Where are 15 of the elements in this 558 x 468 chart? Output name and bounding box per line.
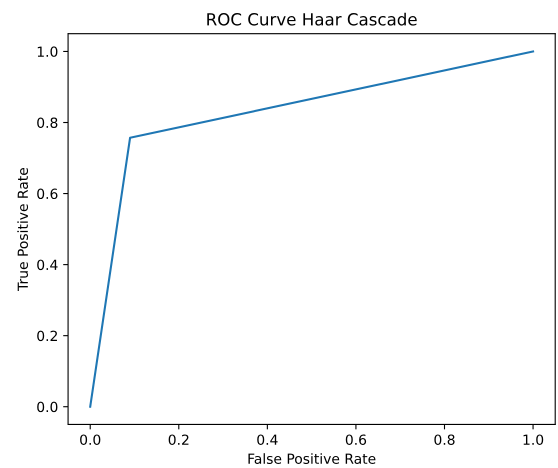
y-axis-title: True Positive Rate [17, 168, 28, 291]
x-tick-label: 0.2 [168, 434, 188, 445]
y-tick-label: 0.0 [37, 402, 58, 412]
y-tick-label: 1.0 [38, 46, 58, 57]
x-axis-title: False Positive Rate [248, 453, 376, 464]
x-tick-label: 0.4 [257, 434, 278, 445]
y-tick-label: 0.4 [37, 260, 58, 270]
y-tick-label: 0.2 [37, 330, 57, 342]
y-tick-label: 0.8 [37, 117, 58, 128]
y-tick-label: 0.6 [37, 188, 58, 200]
x-tick-label: 0.8 [434, 434, 455, 445]
x-tick-label: 1.0 [524, 434, 544, 445]
chart-title: ROC Curve Haar Cascade [207, 12, 417, 26]
x-tick-label: 0.6 [346, 434, 366, 445]
x-tick-label: 0.0 [80, 434, 100, 445]
